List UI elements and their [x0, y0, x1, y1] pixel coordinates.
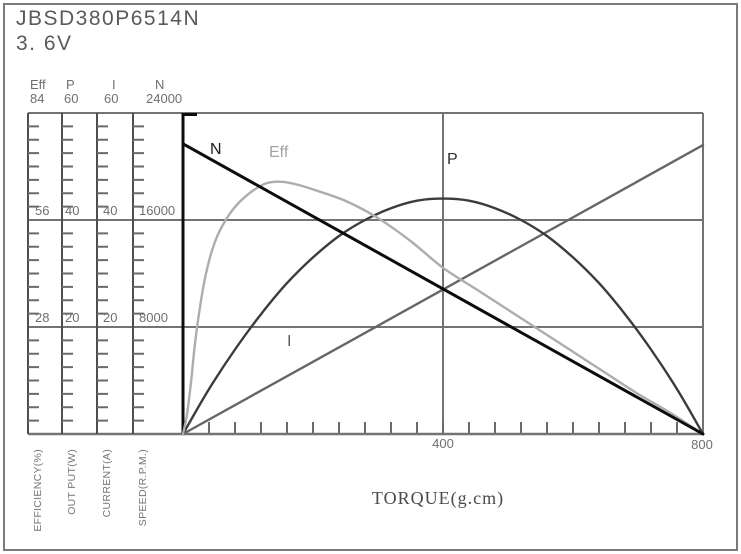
y-axis-unit-label-eff: EFFICIENCY(%) [32, 449, 44, 532]
curve-label-p: P [447, 151, 458, 168]
curve-label-n: N [210, 141, 222, 158]
y-axis-n-tick-8000: 8000 [139, 310, 168, 325]
curve-n [181, 142, 705, 436]
y-axis-unit-label-p: OUT PUT(W) [66, 449, 78, 515]
curve-label-eff: Eff [269, 144, 289, 161]
y-axis-unit-label-i: CURRENT(A) [101, 449, 113, 517]
chart-voltage: 3. 6V [16, 32, 73, 55]
y-axis-n-tick-16000: 16000 [139, 203, 176, 218]
y-axis-p-tick-40: 40 [65, 203, 80, 218]
curve-label-i: I [287, 333, 292, 350]
y-axis-i-tick-40: 40 [103, 203, 118, 218]
x-axis-tick-400: 400 [432, 436, 454, 451]
y-axis-p-tick-60: 60 [64, 91, 79, 106]
x-axis-tick-800: 800 [691, 437, 713, 452]
y-axis-eff-tick-56: 56 [35, 203, 50, 218]
y-axis-i-tick-60: 60 [104, 91, 119, 106]
x-axis-title: TORQUE(g.cm) [371, 488, 505, 508]
curve-eff [181, 180, 705, 436]
y-axis-unit-label-n: SPEED(R.P.M.) [137, 449, 149, 526]
y-axis-n-name: N [155, 77, 165, 92]
curve-p [181, 197, 705, 436]
y-axis-p-tick-20: 20 [65, 310, 80, 325]
outer-frame [3, 3, 738, 551]
y-axis-i-name: I [112, 77, 116, 92]
y-axis-eff-tick-28: 28 [35, 310, 50, 325]
y-axis-eff-name: Eff [30, 77, 46, 92]
y-axis-n-tick-24000: 24000 [146, 91, 183, 106]
chart-title: JBSD380P6514N [16, 7, 201, 30]
y-axis-i-tick-20: 20 [103, 310, 118, 325]
y-axis-p-name: P [66, 77, 75, 92]
y-axis-eff-tick-84: 84 [30, 91, 45, 106]
